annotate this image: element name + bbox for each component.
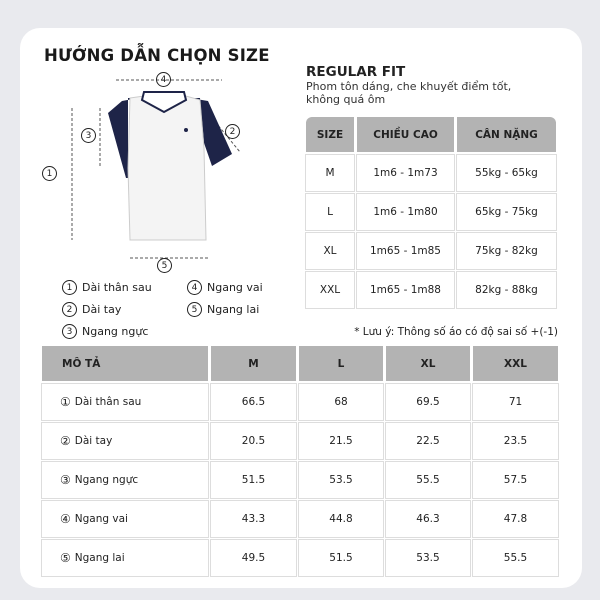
table-cell: 69.5 [385, 383, 471, 421]
column-header: XXL [473, 346, 558, 381]
number-badge: ② [60, 434, 71, 448]
table-cell: 82kg - 88kg [456, 271, 557, 309]
table-cell: 46.3 [385, 500, 471, 538]
table-cell: 68 [298, 383, 384, 421]
marker-4: 4 [156, 72, 171, 87]
legend-item: 3 Ngang ngực [62, 324, 148, 339]
table-cell: 21.5 [298, 422, 384, 460]
column-header: CÂN NẶNG [457, 117, 556, 152]
table-cell: 20.5 [210, 422, 297, 460]
table-cell: 23.5 [472, 422, 559, 460]
table-cell: 53.5 [385, 539, 471, 577]
legend-item: 5 Ngang lai [187, 302, 259, 317]
column-header: M [211, 346, 296, 381]
row-label-text: Ngang vai [74, 513, 128, 525]
legend-item: 2 Dài tay [62, 302, 121, 317]
column-header: MÔ TẢ [42, 346, 208, 381]
table-cell: 1m65 - 1m88 [356, 271, 455, 309]
row-label: ② Dài tay [41, 422, 209, 460]
marker-5: 5 [157, 258, 172, 273]
table-cell: 44.8 [298, 500, 384, 538]
legend-item: 4 Ngang vai [187, 280, 263, 295]
page-title: HƯỚNG DẪN CHỌN SIZE [44, 46, 270, 65]
table-cell: 55kg - 65kg [456, 154, 557, 192]
table-cell: XXL [305, 271, 355, 309]
table-cell: 1m6 - 1m80 [356, 193, 455, 231]
table-cell: 65kg - 75kg [456, 193, 557, 231]
table-cell: 22.5 [385, 422, 471, 460]
table-cell: 51.5 [210, 461, 297, 499]
number-badge: ③ [60, 473, 71, 487]
size-table: SIZE CHIỀU CAO CÂN NẶNG M 1m6 - 1m73 55kg - 6… [305, 117, 557, 309]
number-badge: ⑤ [60, 551, 71, 565]
row-label: ① Dài thân sau [41, 383, 209, 421]
column-header: L [299, 346, 383, 381]
column-header: SIZE [306, 117, 354, 152]
row-label-text: Ngang ngực [74, 474, 139, 486]
measurement-table: MÔ TẢ M L XL XXL ① Dài thân sau 66.5 68 69.5 71 ② Dà… [41, 346, 559, 577]
table-cell: 1m6 - 1m73 [356, 154, 455, 192]
column-header: CHIỀU CAO [357, 117, 454, 152]
table-cell: 47.8 [472, 500, 559, 538]
number-badge: ① [60, 395, 71, 409]
table-cell: L [305, 193, 355, 231]
marker-2: 2 [225, 124, 240, 139]
table-cell: 51.5 [298, 539, 384, 577]
table-cell: 55.5 [385, 461, 471, 499]
table-cell: 75kg - 82kg [456, 232, 557, 270]
marker-1: 1 [42, 166, 57, 181]
table-cell: 1m65 - 1m85 [356, 232, 455, 270]
row-label-text: Ngang lai [74, 552, 125, 564]
table-cell: XL [305, 232, 355, 270]
table-cell: 49.5 [210, 539, 297, 577]
table-cell: 55.5 [472, 539, 559, 577]
note: * Lưu ý: Thông số áo có độ sai số +(-1) [354, 326, 558, 338]
shirt-diagram [71, 79, 241, 259]
row-label: ④ Ngang vai [41, 500, 209, 538]
row-label: ⑤ Ngang lai [41, 539, 209, 577]
legend-item: 1 Dài thân sau [62, 280, 152, 295]
table-cell: 53.5 [298, 461, 384, 499]
number-badge: ④ [60, 512, 71, 526]
table-cell: 57.5 [472, 461, 559, 499]
row-label-text: Dài tay [74, 435, 113, 447]
table-cell: 66.5 [210, 383, 297, 421]
table-cell: M [305, 154, 355, 192]
marker-3: 3 [81, 128, 96, 143]
fit-description: Phom tôn dáng, che khuyết điểm tốt, khôn… [306, 80, 512, 106]
column-header: XL [386, 346, 470, 381]
fit-title: REGULAR FIT [306, 64, 406, 80]
table-cell: 43.3 [210, 500, 297, 538]
row-label: ③ Ngang ngực [41, 461, 209, 499]
table-cell: 71 [472, 383, 559, 421]
row-label-text: Dài thân sau [74, 396, 142, 408]
